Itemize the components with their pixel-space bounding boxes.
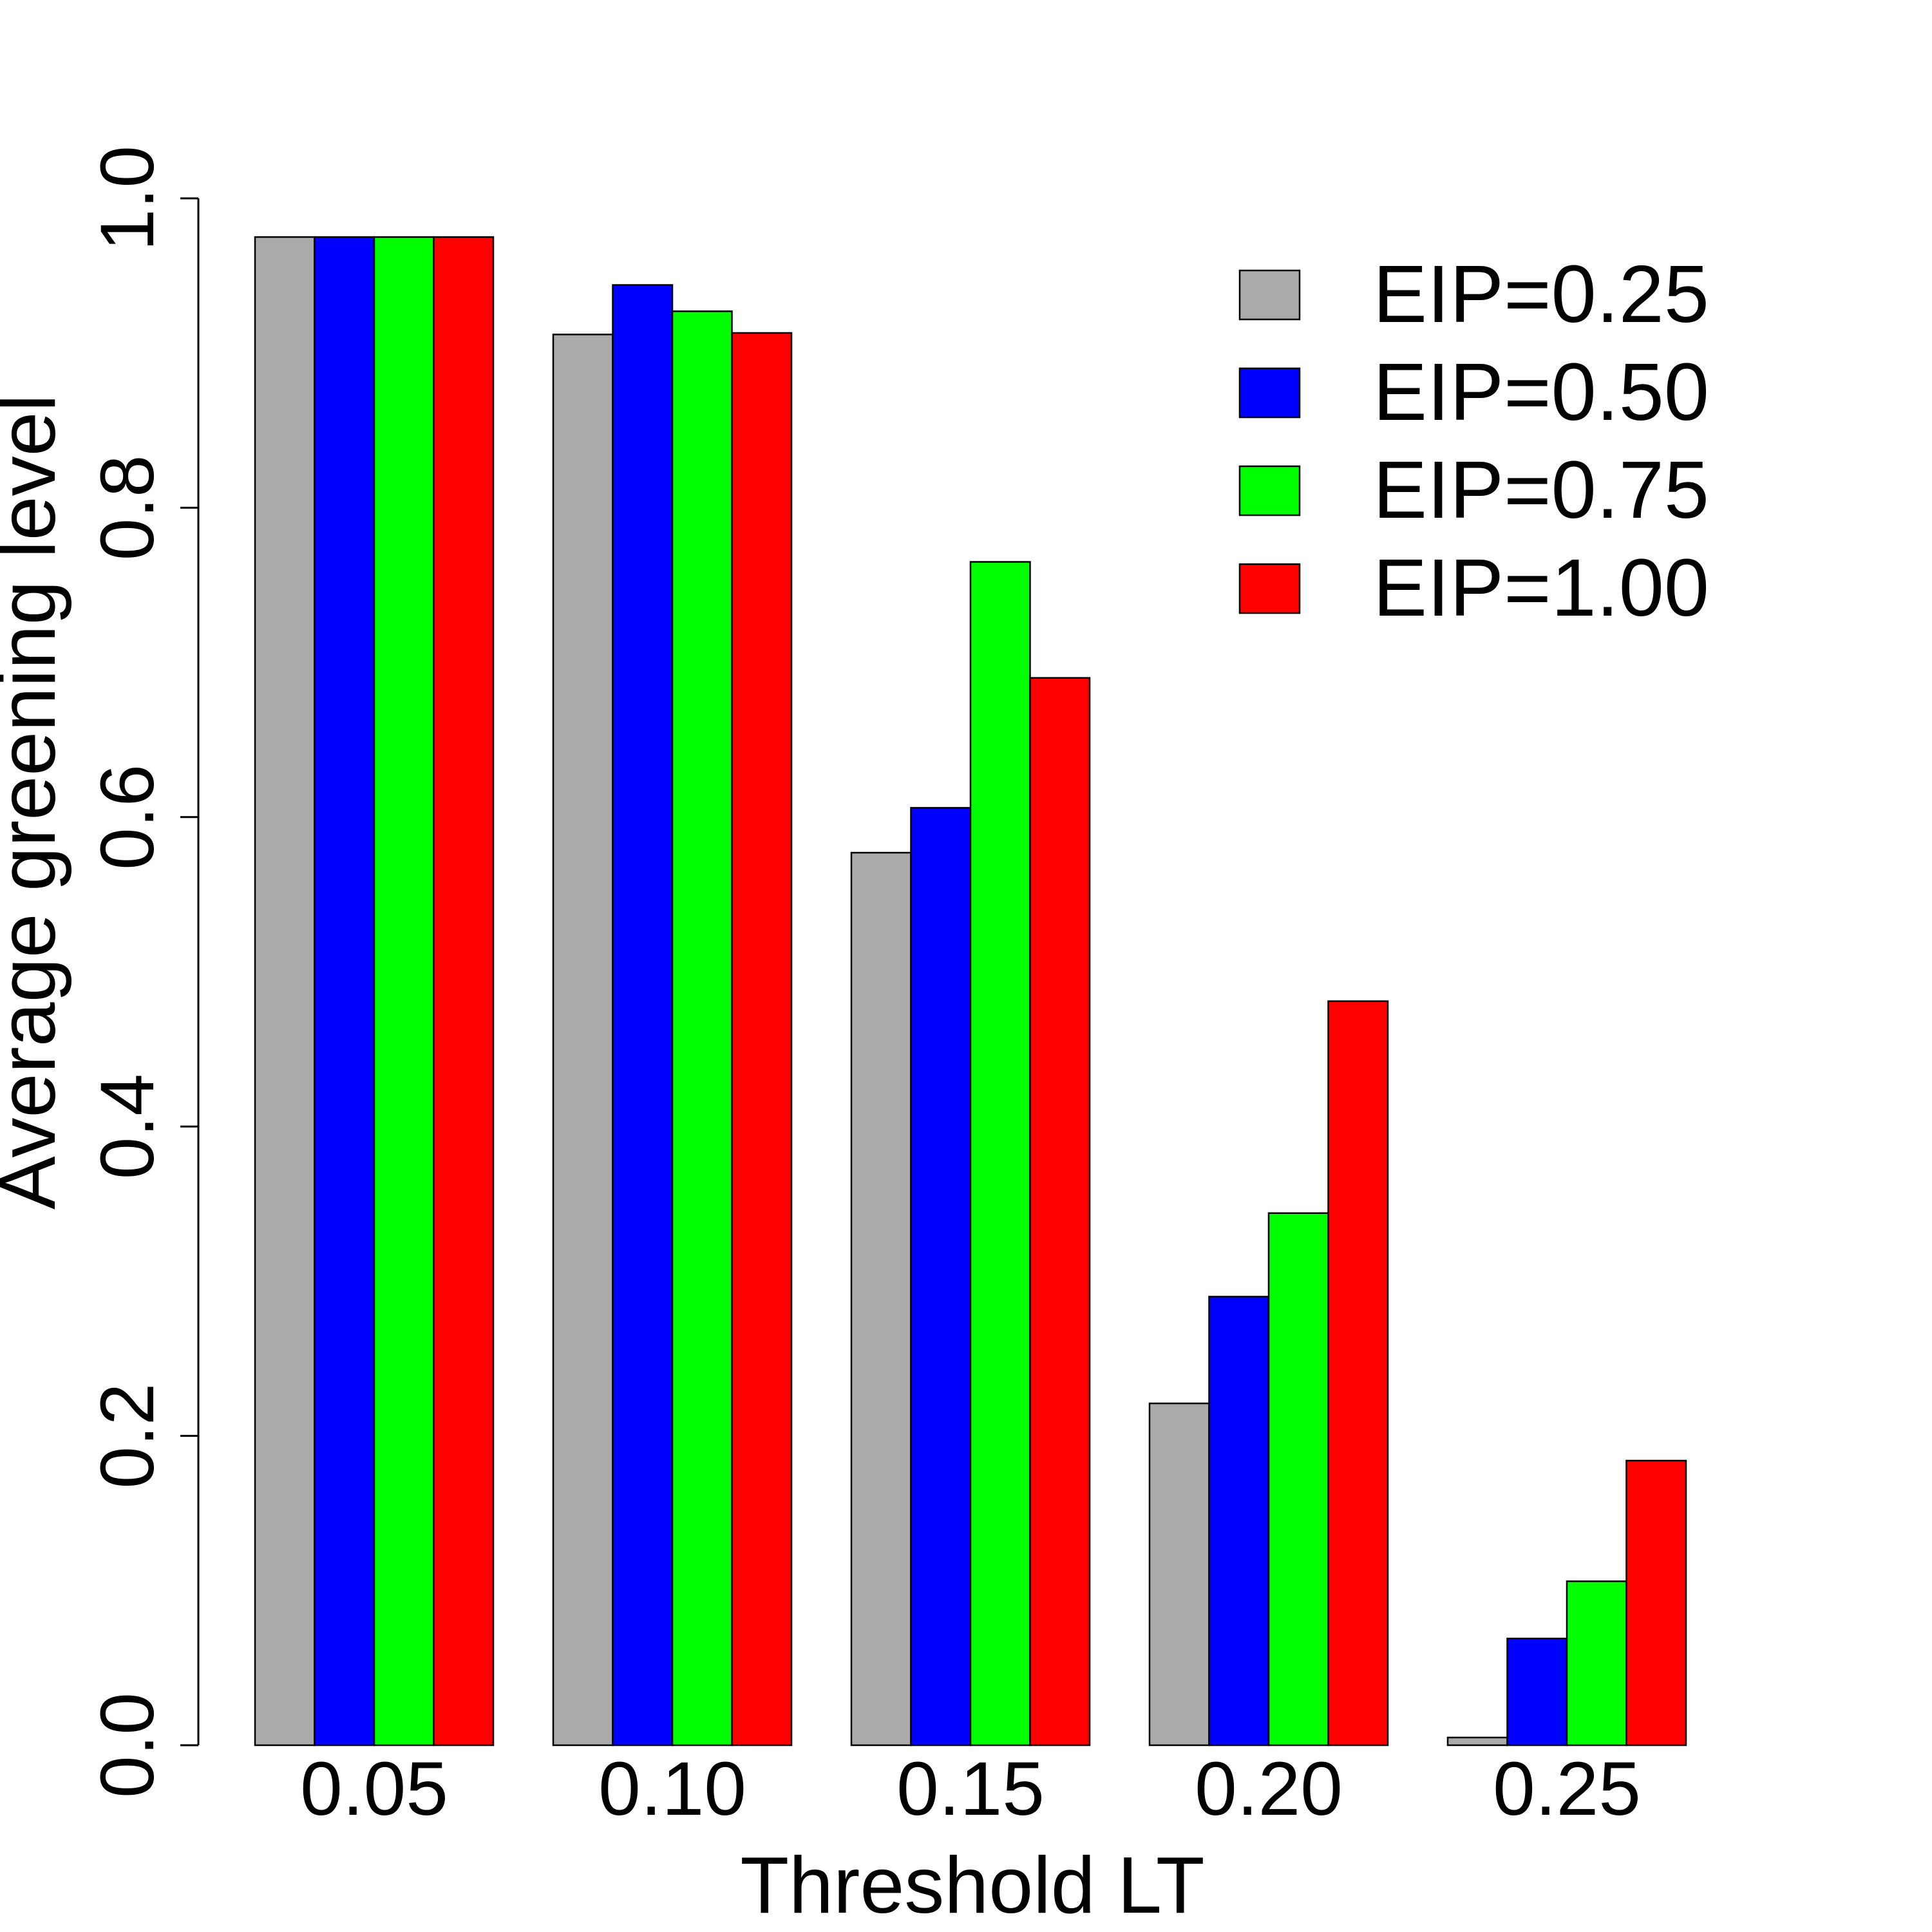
legend-label: EIP=0.50 [1373, 346, 1709, 437]
x-tick-label: 0.20 [1195, 1747, 1343, 1832]
bar-0.15-eip1.00 [1029, 677, 1091, 1747]
bar-0.25-eip1.00 [1625, 1459, 1687, 1747]
bar-0.25-eip0.75 [1566, 1580, 1627, 1747]
x-tick-label: 0.15 [896, 1747, 1045, 1832]
bar-0.10-eip0.75 [671, 310, 733, 1747]
x-axis-title: Threshold LT [740, 1841, 1204, 1930]
legend-swatch [1238, 465, 1301, 516]
y-axis-title: Average greening level [0, 394, 72, 1209]
bar-0.25-eip0.25 [1446, 1736, 1508, 1747]
bar-0.20-eip1.00 [1327, 1000, 1389, 1747]
bar-0.05-eip1.00 [433, 236, 495, 1747]
x-tick-label: 0.25 [1493, 1747, 1641, 1832]
bar-0.15-eip0.75 [969, 561, 1031, 1747]
x-tick-label: 0.10 [598, 1747, 746, 1832]
y-tick-label: 0.0 [85, 1692, 170, 1798]
bar-0.25-eip0.50 [1506, 1638, 1568, 1747]
legend-label: EIP=0.25 [1373, 249, 1709, 339]
bar-0.15-eip0.25 [850, 851, 912, 1747]
bars [254, 236, 1687, 1747]
y-tick-label: 0.6 [85, 764, 170, 870]
bar-0.10-eip1.00 [731, 332, 793, 1747]
legend-label: EIP=1.00 [1373, 542, 1709, 633]
bar-0.05-eip0.50 [314, 236, 375, 1747]
bar-0.20-eip0.50 [1208, 1296, 1270, 1747]
bar-0.05-eip0.25 [254, 236, 316, 1747]
legend-swatch [1238, 563, 1301, 614]
x-axis-tick-labels: 0.05 0.10 0.15 0.20 0.25 [300, 1747, 1641, 1832]
bar-0.20-eip0.75 [1267, 1212, 1329, 1747]
legend-swatch [1238, 269, 1301, 321]
bar-0.10-eip0.50 [612, 284, 674, 1747]
bar-0.20-eip0.25 [1148, 1402, 1210, 1747]
bar-0.10-eip0.25 [552, 334, 614, 1747]
x-tick-label: 0.05 [300, 1747, 448, 1832]
y-tick-label: 1.0 [85, 146, 170, 251]
y-tick-label: 0.8 [85, 455, 170, 560]
y-tick-label: 0.4 [85, 1074, 170, 1179]
bar-0.15-eip0.50 [910, 807, 972, 1747]
y-tick-label: 0.2 [85, 1383, 170, 1489]
legend-label: EIP=0.75 [1373, 444, 1709, 535]
legend-swatch [1238, 367, 1301, 419]
bar-0.05-eip0.75 [373, 236, 435, 1747]
y-axis: 0.0 0.2 0.4 0.6 0.8 1.0 [85, 146, 200, 1798]
